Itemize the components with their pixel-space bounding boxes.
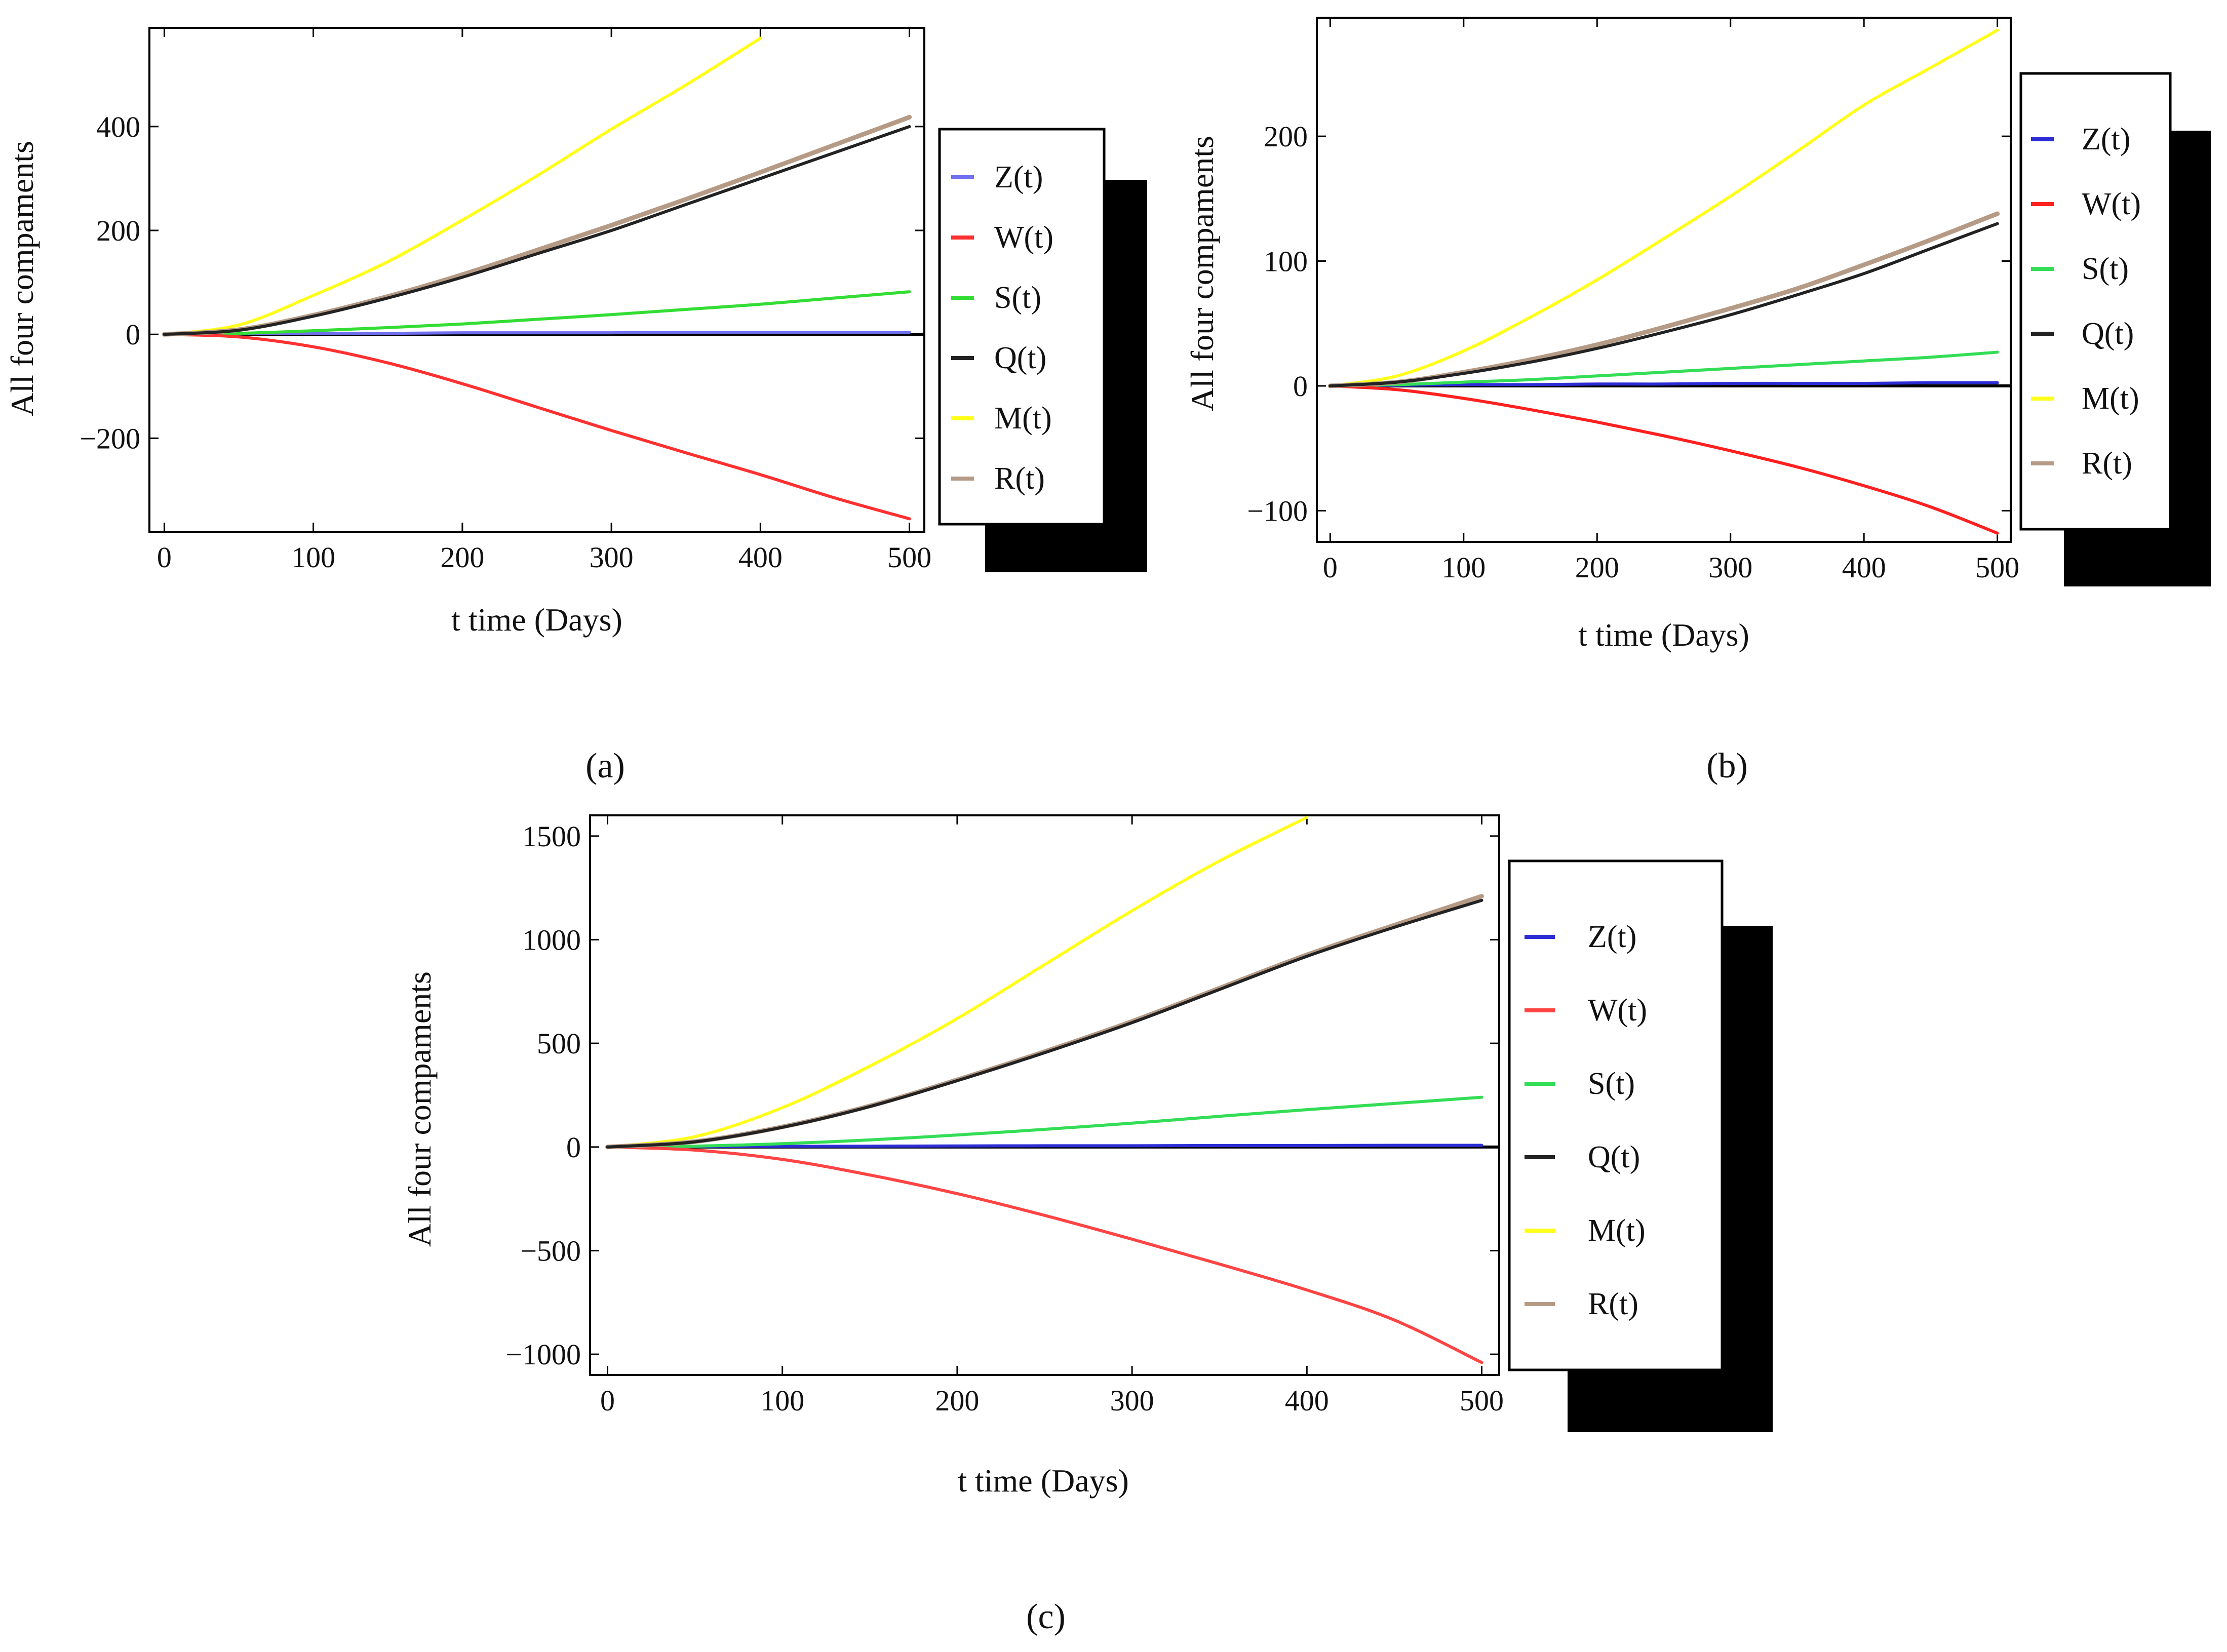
y-tick-label: 200 (1264, 120, 1308, 153)
x-tick-label: 300 (1110, 1384, 1154, 1417)
plot-area: 0 100 200 300 400 500 −200 0 200 400 (80, 27, 931, 574)
legend-label-w: W(t) (1588, 993, 1647, 1028)
legend-label-q: Q(t) (1588, 1140, 1640, 1174)
series-w-line (163, 333, 911, 521)
y-tick-label: 0 (566, 1131, 581, 1164)
x-tick-label: 100 (760, 1384, 804, 1417)
y-tick-label: −200 (80, 422, 140, 455)
plot-frame (1316, 17, 2012, 543)
series-z-line (163, 331, 911, 336)
legend-label-m: M(t) (994, 401, 1052, 436)
plot-area: 0 100 200 300 400 500 −1000 −500 0 500 1000 1500 (505, 814, 1504, 1417)
x-tick-label: 200 (440, 541, 484, 574)
x-tick-label: 0 (600, 1384, 615, 1417)
series-q-line (163, 125, 911, 336)
series-m-line (163, 36, 762, 336)
y-tick-label: −100 (1247, 494, 1308, 527)
y-axis-label: All four compaments (402, 971, 438, 1247)
legend-label-r: R(t) (1588, 1287, 1638, 1321)
legend-label-z: Z(t) (2082, 122, 2130, 156)
series-s-line (163, 290, 911, 336)
x-axis-label: t time (Days) (451, 602, 622, 638)
x-tick-label: 200 (1575, 551, 1619, 584)
y-tick-label: 1000 (522, 924, 581, 957)
legend-box (938, 128, 1106, 526)
legend-label-r: R(t) (994, 461, 1045, 496)
plot-area: 0 100 200 300 400 500 −100 0 100 200 (1247, 17, 2019, 584)
legend-box (1508, 859, 1724, 1371)
series-q-line (606, 898, 1483, 1149)
panel-caption: (c) (1026, 1597, 1066, 1636)
legend-box (2019, 72, 2172, 531)
series-z-line (606, 1144, 1483, 1149)
x-tick-label: 300 (590, 541, 634, 574)
legend-items: Z(t) W(t) S(t) Q(t) M(t) R(t) (951, 160, 1053, 496)
panel-b: 0 100 200 300 400 500 −100 0 100 200 Z(t) W(t) S(t)… (1184, 17, 2211, 785)
series-w-line (606, 1145, 1483, 1364)
plot-frame (148, 27, 925, 533)
series-w-line (1329, 384, 1999, 535)
plot-frame (589, 814, 1500, 1376)
y-tick-label: 500 (537, 1027, 581, 1060)
panel-a: 0 100 200 300 400 500 −200 0 200 400 Z(t) W(t) S(t)… (4, 27, 1147, 785)
panel-caption: (a) (585, 746, 625, 785)
series-m-line (606, 816, 1309, 1149)
legend-label-z: Z(t) (1588, 920, 1636, 954)
y-axis-label: All four compaments (4, 141, 40, 416)
x-tick-label: 500 (887, 541, 931, 574)
panel-caption: (b) (1706, 746, 1748, 785)
x-tick-label: 400 (1842, 551, 1886, 584)
x-axis-label: t time (Days) (958, 1463, 1129, 1499)
y-tick-label: 200 (96, 214, 140, 247)
y-tick-label: −500 (520, 1234, 581, 1267)
x-tick-label: 0 (157, 541, 172, 574)
legend-label-s: S(t) (1588, 1067, 1635, 1101)
x-tick-label: 100 (291, 541, 335, 574)
legend-label-z: Z(t) (994, 160, 1043, 194)
legend-label-m: M(t) (1588, 1213, 1646, 1248)
legend-label-r: R(t) (2082, 446, 2132, 481)
legend-label-w: W(t) (2082, 187, 2141, 221)
legend-items: Z(t) W(t) S(t) Q(t) M(t) R(t) (1525, 920, 1647, 1321)
y-tick-label: −1000 (505, 1338, 581, 1371)
legend-label-q: Q(t) (2082, 317, 2134, 351)
legend-label-s: S(t) (2082, 252, 2129, 286)
series-s-line (606, 1095, 1483, 1149)
x-axis-label: t time (Days) (1578, 617, 1749, 653)
y-tick-label: 0 (126, 318, 140, 351)
y-tick-label: 0 (1293, 370, 1308, 403)
legend-label-s: S(t) (994, 281, 1041, 315)
x-tick-label: 200 (935, 1384, 979, 1417)
x-tick-label: 0 (1323, 551, 1338, 584)
series-q-line (1329, 222, 1999, 387)
x-tick-label: 100 (1441, 551, 1486, 584)
legend-items: Z(t) W(t) S(t) Q(t) M(t) R(t) (2031, 122, 2141, 481)
series-s-line (1329, 350, 1999, 387)
y-tick-label: 100 (1264, 245, 1308, 278)
series-m-line (1329, 28, 1999, 387)
legend-label-m: M(t) (2082, 381, 2139, 416)
y-tick-label: 1500 (522, 820, 581, 853)
legend-label-w: W(t) (994, 220, 1053, 255)
x-tick-label: 500 (1975, 551, 2019, 584)
panel-c: 0 100 200 300 400 500 −1000 −500 0 500 1000 1500 Z(… (402, 814, 1773, 1636)
x-tick-label: 400 (1285, 1384, 1329, 1417)
y-axis-label: All four compaments (1184, 136, 1220, 411)
x-tick-label: 300 (1708, 551, 1752, 584)
y-tick-label: 400 (96, 110, 140, 143)
series-z-line (1329, 381, 1999, 387)
x-tick-label: 400 (738, 541, 783, 574)
x-tick-label: 500 (1460, 1384, 1504, 1417)
legend-label-q: Q(t) (994, 341, 1046, 375)
